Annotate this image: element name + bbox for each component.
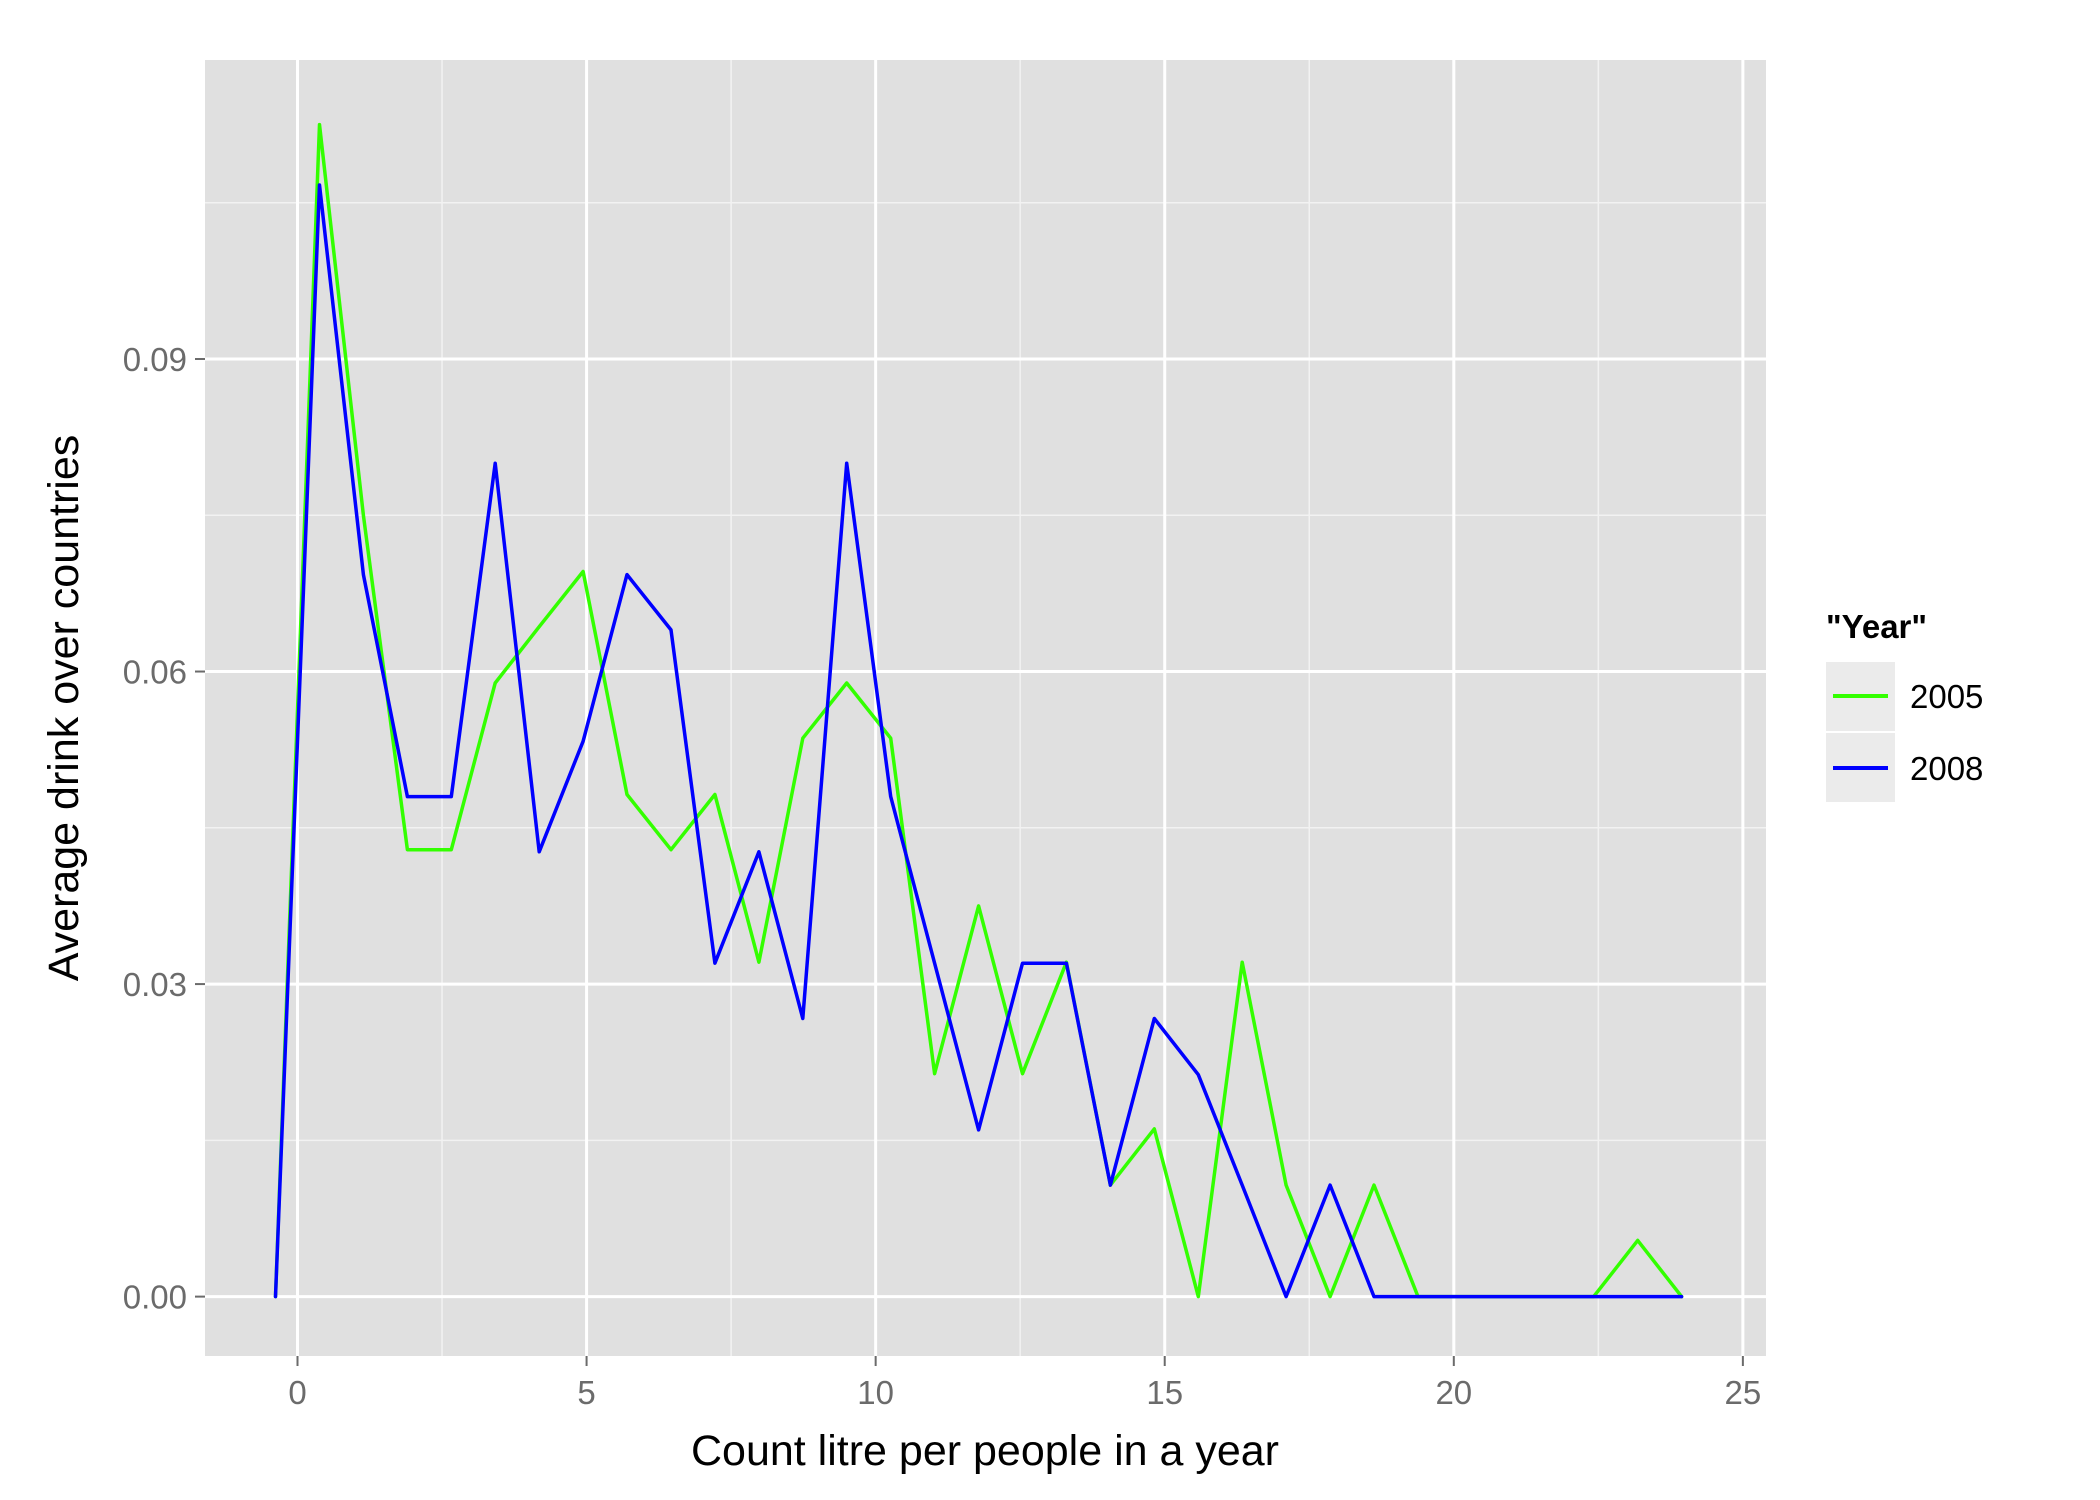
legend-label-2005: 2005 (1910, 678, 1983, 715)
legend: "Year" 2005 2008 (1826, 608, 1983, 802)
y-axis: 0.00 0.03 0.06 0.09 (123, 341, 205, 1316)
x-axis: 0 5 10 15 20 25 (288, 1356, 1761, 1411)
x-tick-label: 5 (577, 1374, 595, 1411)
plot-panel (205, 60, 1766, 1356)
legend-title: "Year" (1826, 608, 1927, 645)
x-tick-label: 10 (857, 1374, 894, 1411)
legend-item-2005: 2005 (1826, 662, 1983, 731)
y-tick-label: 0.06 (123, 654, 187, 691)
legend-item-2008: 2008 (1826, 733, 1983, 802)
legend-label-2008: 2008 (1910, 750, 1983, 787)
x-tick-label: 20 (1435, 1374, 1472, 1411)
grid-major (205, 60, 1766, 1356)
y-axis-title: Average drink over countries (40, 435, 88, 982)
series-lines (273, 122, 1684, 1299)
y-tick-label: 0.03 (123, 966, 187, 1003)
y-tick-label: 0.09 (123, 341, 187, 378)
x-tick-label: 0 (288, 1374, 306, 1411)
x-tick-label: 15 (1146, 1374, 1183, 1411)
x-axis-title: Count litre per people in a year (691, 1427, 1279, 1475)
grid-minor (205, 60, 1766, 1356)
y-tick-label: 0.00 (123, 1279, 187, 1316)
series-line-2008 (273, 183, 1684, 1299)
x-tick-label: 25 (1725, 1374, 1762, 1411)
